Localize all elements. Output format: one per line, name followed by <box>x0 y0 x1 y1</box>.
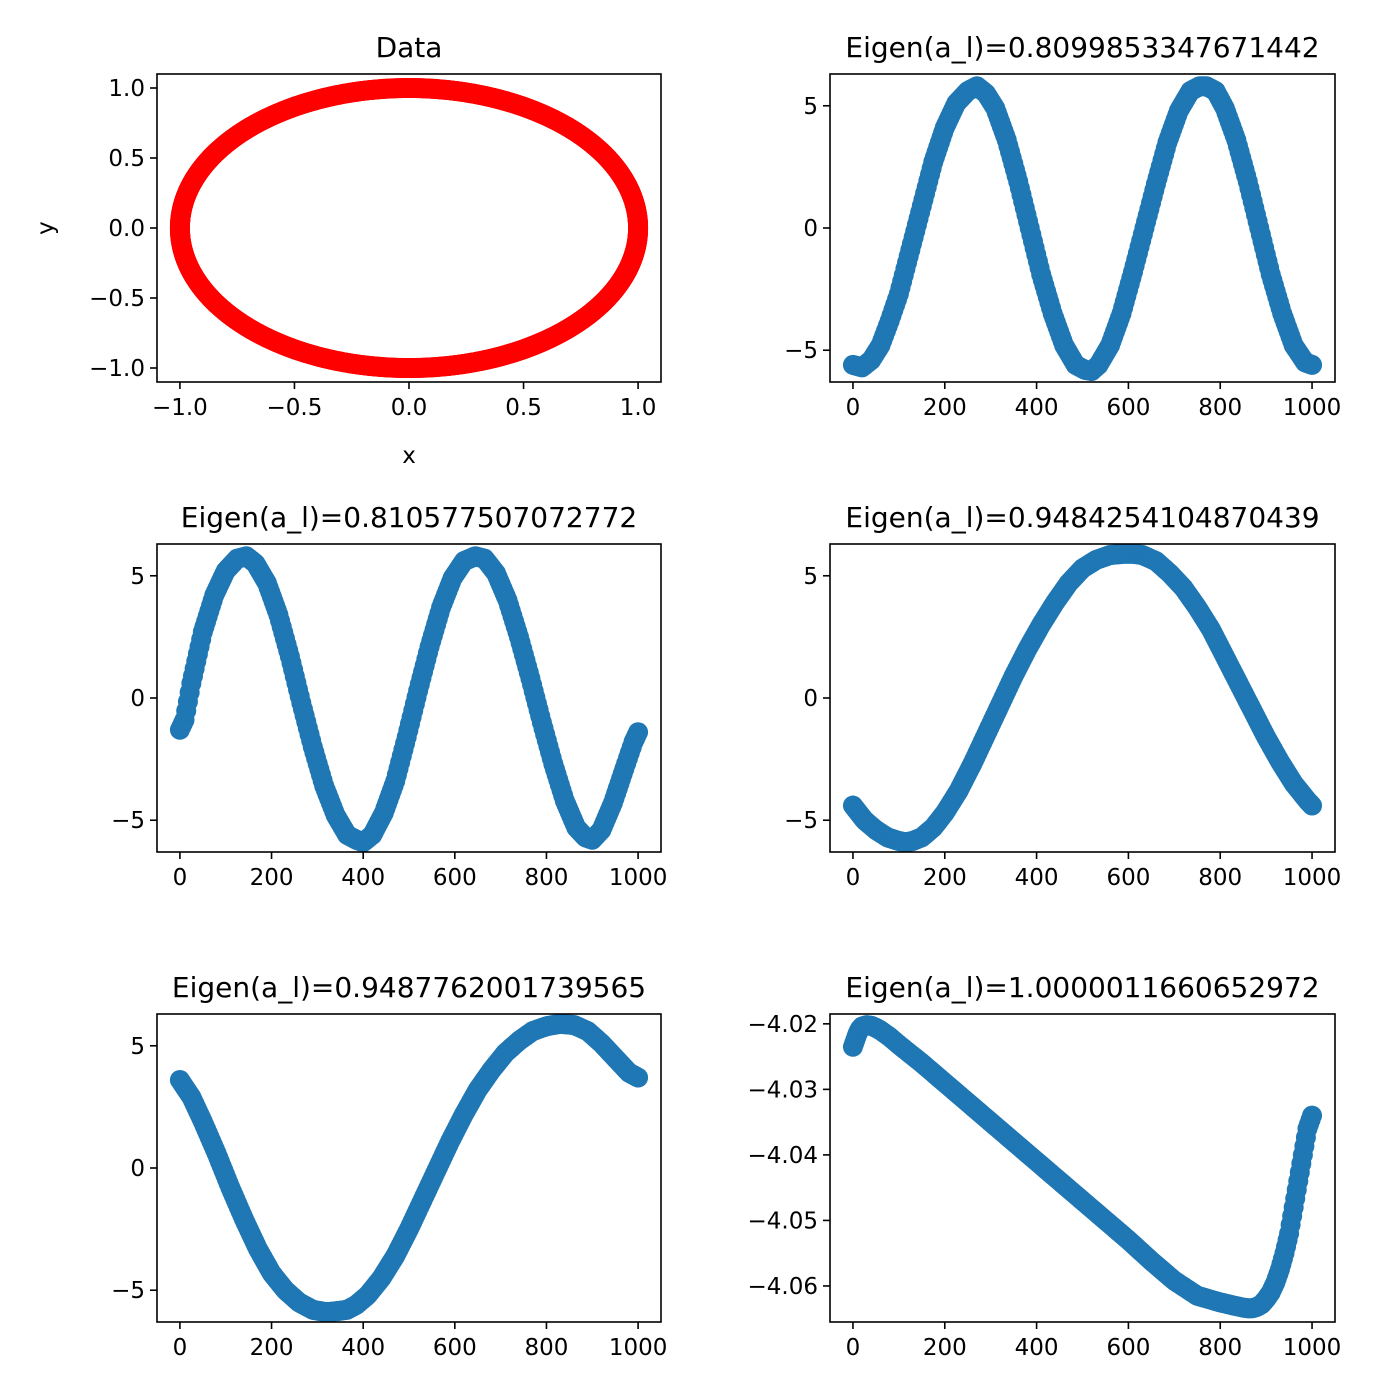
chart-title: Eigen(a_l)=1.0000011660652972 <box>845 971 1319 1004</box>
x-tick-label: 600 <box>433 1335 477 1361</box>
y-tick-label: −5 <box>111 1278 145 1304</box>
y-tick-label: −0.5 <box>89 286 145 312</box>
chart-title: Eigen(a_l)=0.9487762001739565 <box>172 971 646 1004</box>
x-tick-label: 0.5 <box>505 395 542 421</box>
x-tick-label: 400 <box>1015 395 1059 421</box>
y-tick-label: 5 <box>803 564 818 590</box>
y-tick-label: 0 <box>803 686 818 712</box>
y-tick-label: 0 <box>803 216 818 242</box>
series-markers <box>842 1015 1323 1319</box>
x-tick-label: 400 <box>341 865 385 891</box>
x-tick-label: 600 <box>1106 1335 1150 1361</box>
series-markers <box>842 544 1323 852</box>
chart-title: Eigen(a_l)=0.9484254104870439 <box>845 501 1319 534</box>
x-tick-label: 600 <box>1106 395 1150 421</box>
data-point <box>628 722 649 743</box>
x-tick-label: 0.0 <box>391 395 428 421</box>
data-point <box>628 1067 649 1088</box>
x-tick-label: 400 <box>1015 865 1059 891</box>
chart-title: Eigen(a_l)=0.8099853347671442 <box>845 31 1319 64</box>
axes-frame <box>156 73 662 383</box>
x-tick-label: 0 <box>846 865 861 891</box>
x-tick-label: −0.5 <box>267 395 323 421</box>
x-tick-label: 800 <box>1198 395 1242 421</box>
axes-frame <box>829 1013 1336 1323</box>
x-tick-label: 200 <box>250 1335 294 1361</box>
series-markers <box>169 78 649 378</box>
y-tick-label: 5 <box>803 94 818 120</box>
series-markers <box>842 76 1323 381</box>
data-point <box>1302 1105 1323 1126</box>
x-tick-label: 1.0 <box>620 395 657 421</box>
x-tick-label: 1000 <box>1283 395 1342 421</box>
x-tick-label: −1.0 <box>152 395 208 421</box>
y-tick-label: −4.06 <box>748 1274 818 1300</box>
y-tick-label: −5 <box>784 338 818 364</box>
y-tick-label: 0.5 <box>108 146 145 172</box>
panel-eigen-5: 0 200 400 600 800 1000 −4.02 −4.03 −4.04 −4.05 −4.… <box>748 971 1342 1361</box>
y-tick-label: −4.04 <box>748 1143 818 1169</box>
chart-title: Data <box>376 31 443 64</box>
y-tick-label: 0 <box>130 1156 145 1182</box>
axes-frame <box>829 543 1336 853</box>
panel-eigen-3: 0 200 400 600 800 1000 5 0 −5 Eigen(a_l)=0.948425… <box>784 501 1341 891</box>
y-tick-label: −5 <box>111 808 145 834</box>
x-tick-label: 1000 <box>609 865 668 891</box>
x-tick-label: 200 <box>923 395 967 421</box>
x-tick-label: 0 <box>846 395 861 421</box>
x-tick-label: 600 <box>433 865 477 891</box>
x-tick-label: 0 <box>173 1335 188 1361</box>
panel-eigen-2: 0 200 400 600 800 1000 5 0 −5 Eigen(a_l)=0.810577… <box>111 501 667 891</box>
x-tick-label: 800 <box>1198 1335 1242 1361</box>
data-point <box>1302 354 1323 375</box>
x-tick-label: 400 <box>1015 1335 1059 1361</box>
x-tick-label: 1000 <box>1283 1335 1342 1361</box>
x-axis-label: x <box>402 443 416 469</box>
x-tick-label: 0 <box>173 865 188 891</box>
x-tick-label: 200 <box>923 865 967 891</box>
x-tick-label: 0 <box>846 1335 861 1361</box>
x-tick-label: 800 <box>525 1335 569 1361</box>
y-tick-label: −4.03 <box>748 1077 818 1103</box>
chart-title: Eigen(a_l)=0.810577507072772 <box>181 501 637 534</box>
panel-eigen-4: 0 200 400 600 800 1000 5 0 −5 Eigen(a_l)=0.948776… <box>111 971 667 1361</box>
panel-eigen-1: 0 200 400 600 800 1000 5 0 −5 Eigen(a_l)=0.809985… <box>784 31 1341 421</box>
x-tick-label: 400 <box>341 1335 385 1361</box>
x-tick-label: 1000 <box>1283 865 1342 891</box>
y-tick-label: −4.05 <box>748 1208 818 1234</box>
y-axis-label: y <box>33 221 59 235</box>
series-markers <box>169 1014 649 1322</box>
data-point <box>1302 795 1323 816</box>
x-tick-label: 600 <box>1106 865 1150 891</box>
y-tick-label: 0 <box>130 686 145 712</box>
y-tick-label: 5 <box>130 564 145 590</box>
data-point <box>628 218 649 239</box>
y-tick-label: 1.0 <box>108 76 145 102</box>
x-tick-label: 200 <box>250 865 294 891</box>
series-markers <box>169 546 649 852</box>
panel-data: −1.0 −0.5 0.0 0.5 1.0 1.0 0.5 0.0 −0.5 −1.0 Data x y <box>33 31 662 469</box>
y-tick-label: 0.0 <box>108 216 145 242</box>
y-tick-label: −4.02 <box>748 1012 818 1038</box>
y-tick-label: −1.0 <box>89 356 145 382</box>
x-tick-label: 1000 <box>609 1335 668 1361</box>
y-tick-label: 5 <box>130 1034 145 1060</box>
x-tick-label: 200 <box>923 1335 967 1361</box>
x-tick-label: 800 <box>1198 865 1242 891</box>
x-tick-label: 800 <box>525 865 569 891</box>
y-tick-label: −5 <box>784 808 818 834</box>
